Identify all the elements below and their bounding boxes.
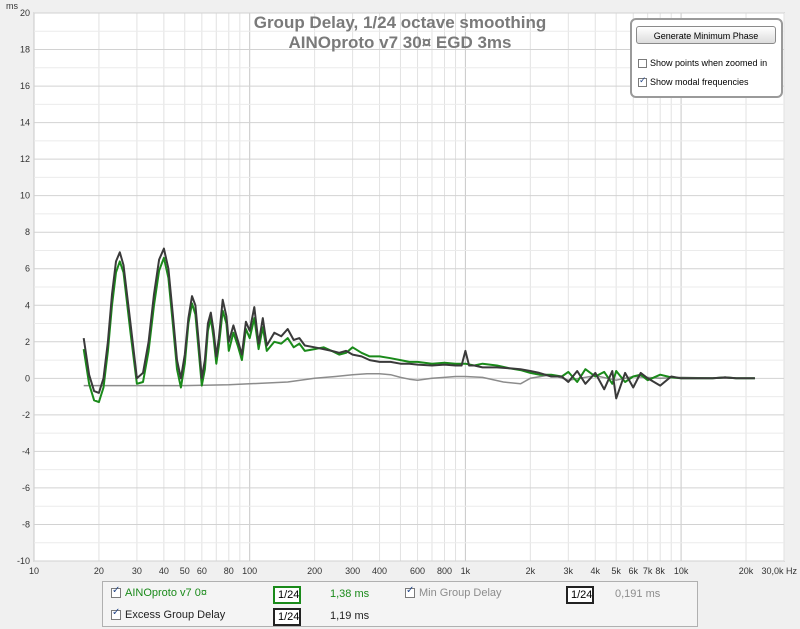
y-tick-label: -2 bbox=[22, 410, 30, 420]
x-tick-label: 4k bbox=[590, 566, 600, 576]
x-tick-label: 20k bbox=[739, 566, 754, 576]
show-modal-checkbox[interactable] bbox=[638, 75, 647, 88]
y-tick-label: -6 bbox=[22, 483, 30, 493]
series-group bbox=[82, 247, 755, 404]
generate-minimum-phase-button[interactable]: Generate Minimum Phase bbox=[636, 26, 776, 44]
y-tick-label: 20 bbox=[20, 8, 30, 18]
smoothing-control-excess-group-delay[interactable]: 1/24 bbox=[273, 608, 301, 626]
y-ticks: -10 -8 -6 -4 -2 0 2 4 6 8 10 12 14 16 18 20 bbox=[17, 8, 30, 566]
legend-label-excess-group-delay: Excess Group Delay bbox=[125, 609, 226, 621]
legend-label-aino: AINOproto v7 0¤ bbox=[125, 587, 207, 599]
x-tick-label: 10 bbox=[29, 566, 39, 576]
show-points-checkbox[interactable] bbox=[638, 59, 647, 69]
group-delay-chart: -10 -8 -6 -4 -2 0 2 4 6 8 10 12 14 16 18 20 10 20 30 40 50 6… bbox=[6, 1, 797, 576]
x-tick-label: 80 bbox=[224, 566, 234, 576]
legend-value-aino: 1,38 ms bbox=[330, 588, 370, 600]
y-tick-label: 10 bbox=[20, 191, 30, 201]
legend: AINOproto v7 0¤ 1/24 1,38 ms Min Group D… bbox=[102, 581, 698, 627]
x-tick-label: 30,0k Hz bbox=[761, 566, 797, 576]
x-tick-label: 50 bbox=[180, 566, 190, 576]
legend-item-min-group-delay[interactable]: Min Group Delay bbox=[405, 585, 502, 599]
y-tick-label: 2 bbox=[25, 337, 30, 347]
series-line-2 bbox=[82, 247, 755, 400]
controls-panel: Generate Minimum Phase Show points when … bbox=[630, 18, 783, 98]
y-tick-label: 14 bbox=[20, 118, 30, 128]
y-tick-label: 8 bbox=[25, 227, 30, 237]
y-tick-label: 6 bbox=[25, 264, 30, 274]
smoothing-control-min-group-delay[interactable]: 1/24 bbox=[566, 586, 594, 604]
x-tick-label: 7k bbox=[643, 566, 653, 576]
x-tick-label: 2k bbox=[526, 566, 536, 576]
y-tick-label: 12 bbox=[20, 154, 30, 164]
x-tick-label: 40 bbox=[159, 566, 169, 576]
x-ticks: 10 20 30 40 50 60 80 100 200 300 400 600 800 1k 2k 3k 4k… bbox=[29, 566, 797, 576]
chart-title: Group Delay, 1/24 octave smoothing bbox=[254, 13, 547, 32]
x-tick-label: 1k bbox=[461, 566, 471, 576]
y-tick-label: 4 bbox=[25, 300, 30, 310]
grid bbox=[33, 12, 785, 562]
x-tick-label: 10k bbox=[674, 566, 689, 576]
y-tick-label: -10 bbox=[17, 556, 30, 566]
y-tick-label: -4 bbox=[22, 446, 30, 456]
x-tick-label: 300 bbox=[345, 566, 360, 576]
show-modal-option[interactable]: Show modal frequencies bbox=[638, 75, 749, 88]
legend-checkbox-excess-group-delay[interactable] bbox=[111, 607, 121, 621]
x-tick-label: 8k bbox=[655, 566, 665, 576]
y-tick-label: 18 bbox=[20, 45, 30, 55]
legend-label-min-group-delay: Min Group Delay bbox=[419, 587, 502, 599]
y-tick-label: 16 bbox=[20, 81, 30, 91]
y-tick-label: 0 bbox=[25, 373, 30, 383]
x-tick-label: 6k bbox=[628, 566, 638, 576]
x-tick-label: 30 bbox=[132, 566, 142, 576]
y-tick-label: -8 bbox=[22, 519, 30, 529]
show-points-option[interactable]: Show points when zoomed in bbox=[638, 58, 768, 69]
x-tick-label: 3k bbox=[564, 566, 574, 576]
series-line-0 bbox=[82, 256, 755, 404]
y-axis-unit: ms bbox=[6, 1, 18, 11]
show-modal-label: Show modal frequencies bbox=[650, 77, 749, 87]
legend-item-aino[interactable]: AINOproto v7 0¤ bbox=[111, 585, 207, 599]
x-tick-label: 60 bbox=[197, 566, 207, 576]
legend-checkbox-aino[interactable] bbox=[111, 585, 121, 599]
show-points-label: Show points when zoomed in bbox=[650, 58, 768, 68]
x-tick-label: 800 bbox=[437, 566, 452, 576]
x-tick-label: 400 bbox=[372, 566, 387, 576]
x-tick-label: 20 bbox=[94, 566, 104, 576]
legend-value-min-group-delay: 0,191 ms bbox=[615, 588, 661, 600]
legend-value-excess-group-delay: 1,19 ms bbox=[330, 610, 370, 622]
x-tick-label: 5k bbox=[611, 566, 621, 576]
legend-item-excess-group-delay[interactable]: Excess Group Delay bbox=[111, 607, 226, 621]
smoothing-control-aino[interactable]: 1/24 bbox=[273, 586, 301, 604]
chart-subtitle: AINOproto v7 30¤ EGD 3ms bbox=[289, 33, 512, 52]
x-tick-label: 600 bbox=[410, 566, 425, 576]
legend-checkbox-min-group-delay[interactable] bbox=[405, 585, 415, 599]
x-tick-label: 100 bbox=[242, 566, 257, 576]
x-tick-label: 200 bbox=[307, 566, 322, 576]
